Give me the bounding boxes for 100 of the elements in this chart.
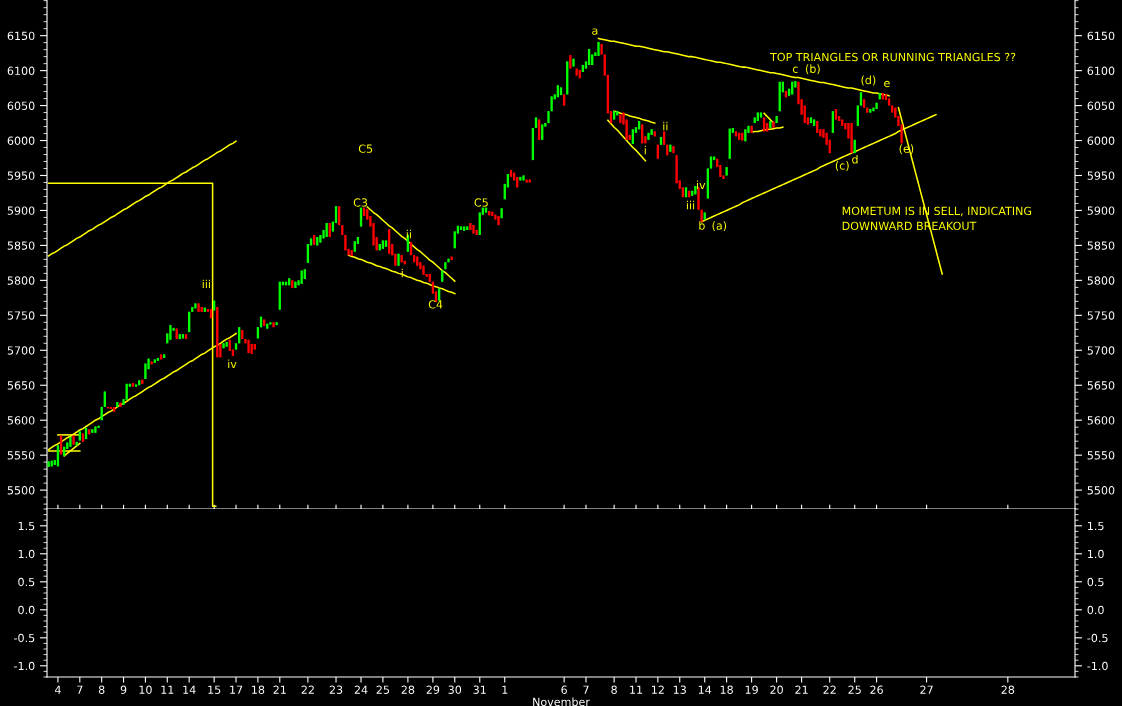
x-tick-label: 14 — [183, 685, 196, 694]
annotation: (a) — [712, 221, 727, 232]
x-tick-label: 13 — [673, 685, 686, 694]
x-tick-label: 28 — [401, 685, 415, 694]
candlestick — [497, 215, 500, 226]
x-tick-label: 20 — [770, 685, 783, 694]
x-tick-label: 30 — [448, 685, 462, 694]
x-tick-label: 14 — [698, 685, 712, 694]
annotation: (d) — [861, 75, 876, 86]
x-tick-label: 26 — [870, 685, 883, 694]
candlestick — [572, 58, 575, 67]
x-tick-label: 25 — [376, 685, 389, 694]
x-tick-label: 25 — [848, 685, 861, 694]
annotation: iii — [686, 200, 695, 210]
annotation: iii — [202, 279, 210, 289]
x-tick-label: 7 — [583, 685, 589, 694]
y2-tick-label: 1.5 — [1088, 521, 1104, 531]
y-tick-label: 6150 — [7, 31, 35, 41]
y2-tick-label: 1.0 — [1088, 549, 1104, 559]
y-tick-label: 1.0 — [18, 549, 35, 559]
candlestick — [547, 110, 550, 124]
annotation: ii — [663, 121, 668, 131]
x-tick-label: 21 — [273, 685, 286, 694]
y2-tick-label: 5550 — [1087, 451, 1115, 460]
y2-tick-label: 6050 — [1087, 101, 1115, 110]
x-tick-label: 11 — [630, 685, 643, 694]
x-tick-label: 29 — [426, 685, 440, 694]
y-tick-label: 0.0 — [18, 605, 35, 615]
annotation: C5 — [358, 144, 373, 153]
annotation: i — [644, 145, 646, 155]
x-tick-label: 15 — [208, 685, 221, 694]
candlestick — [597, 41, 600, 57]
x-tick-label: 31 — [473, 685, 486, 694]
x-tick-label: 27 — [920, 685, 933, 694]
y2-tick-label: 0.5 — [1087, 577, 1104, 587]
annotation: ii — [406, 229, 411, 239]
y2-tick-label: 0.0 — [1087, 605, 1104, 615]
x-tick-label: 1 — [502, 685, 508, 694]
y2-tick-label: 5900 — [1087, 206, 1115, 215]
y-tick-label: 5850 — [7, 241, 35, 250]
candlestick — [422, 265, 425, 276]
y2-tick-label: 6100 — [1087, 66, 1115, 75]
x-tick-label: 21 — [795, 685, 808, 694]
annotation: a — [592, 28, 598, 35]
y-tick-label: 6050 — [7, 101, 35, 110]
y-tick-label: 6000 — [7, 136, 35, 145]
annotation: (b) — [805, 64, 820, 75]
x-tick-label: 18 — [720, 685, 733, 694]
y-tick-label: 0.5 — [18, 577, 35, 587]
candlestick — [272, 321, 275, 328]
candlestick — [672, 145, 675, 154]
y2-tick-label: -0.5 — [1087, 633, 1108, 643]
candlestick — [522, 174, 525, 181]
y-tick-label: 5750 — [7, 311, 35, 320]
x-tick-label: 18 — [252, 685, 265, 694]
y-tick-label: 5950 — [7, 171, 35, 180]
x-tick-label: 12 — [652, 685, 664, 694]
y-tick-label: 5500 — [7, 486, 35, 495]
x-tick-label: 7 — [77, 685, 83, 694]
y2-tick-label: 5600 — [1087, 416, 1115, 425]
y-tick-label: 5650 — [7, 381, 35, 390]
y2-tick-label: 5700 — [1087, 346, 1115, 355]
y2-tick-label: 6150 — [1087, 31, 1115, 41]
y2-tick-label: -1.0 — [1087, 661, 1108, 671]
candlestick — [647, 132, 650, 141]
annotation: C3 — [353, 198, 368, 207]
x-tick-label: 19 — [745, 685, 758, 694]
x-tick-label: 28 — [1001, 685, 1015, 694]
x-tick-label: 24 — [354, 685, 368, 694]
y2-tick-label: 5950 — [1087, 171, 1115, 180]
x-tick-label: 22 — [301, 685, 314, 694]
annotation: (c) — [835, 161, 849, 171]
candlestick — [772, 121, 775, 129]
x-tick-label: 6 — [561, 685, 567, 694]
x-tick-label: 8 — [611, 685, 617, 694]
candlestick — [397, 253, 400, 267]
x-tick-label: 10 — [139, 685, 152, 694]
y2-tick-label: 5800 — [1087, 276, 1115, 285]
y-tick-label: -0.5 — [14, 633, 35, 643]
y2-tick-label: 5850 — [1087, 241, 1115, 250]
x-tick-label: 11 — [161, 685, 174, 694]
annotation: e — [884, 80, 890, 88]
x-tick-label: 23 — [329, 685, 343, 694]
candlestick — [447, 258, 450, 263]
annotation: b — [699, 221, 705, 230]
y2-tick-label: 5750 — [1087, 311, 1115, 320]
y-tick-label: 6100 — [7, 66, 35, 75]
x-tick-label: 17 — [230, 685, 243, 694]
annotation: d — [852, 154, 858, 164]
y-tick-label: 5800 — [7, 276, 35, 285]
y2-tick-label: 5500 — [1087, 486, 1115, 495]
y-tick-label: 5550 — [7, 451, 35, 460]
annotation: iv — [697, 180, 706, 190]
y-tick-label: 1.5 — [18, 521, 35, 531]
y-tick-label: -1.0 — [14, 661, 35, 671]
candlestick — [472, 224, 475, 235]
y2-tick-label: 5650 — [1087, 381, 1115, 390]
annotation: C5 — [474, 198, 488, 207]
x-tick-label: 22 — [823, 685, 836, 694]
y-tick-label: 5700 — [7, 346, 35, 355]
